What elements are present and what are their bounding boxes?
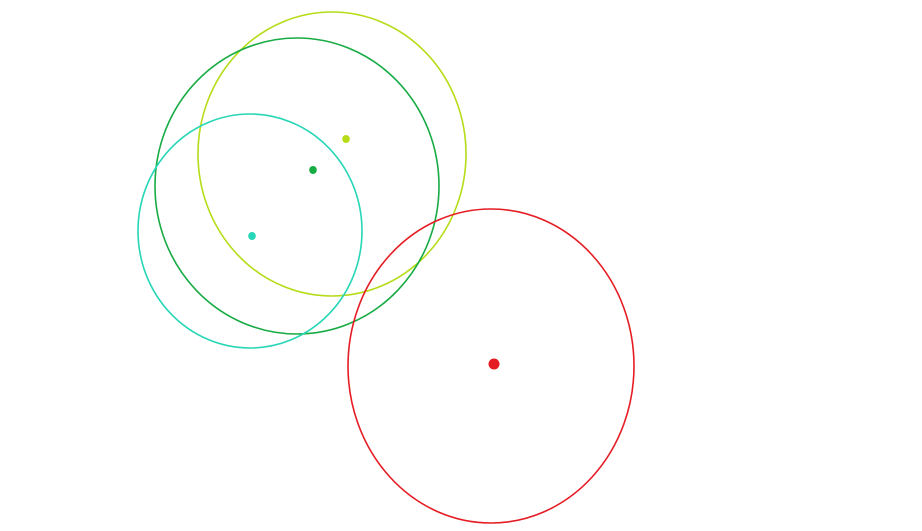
circle-red-ring: [347, 208, 635, 524]
circle-lime-ring: [197, 11, 467, 297]
circle-teal-ring: [137, 113, 363, 349]
circle-green-ring: [154, 37, 440, 335]
circle-lime-center: [342, 135, 350, 143]
circle-red-center: [488, 358, 500, 370]
circle-teal-center: [248, 232, 256, 240]
circle-green-center: [309, 166, 317, 174]
